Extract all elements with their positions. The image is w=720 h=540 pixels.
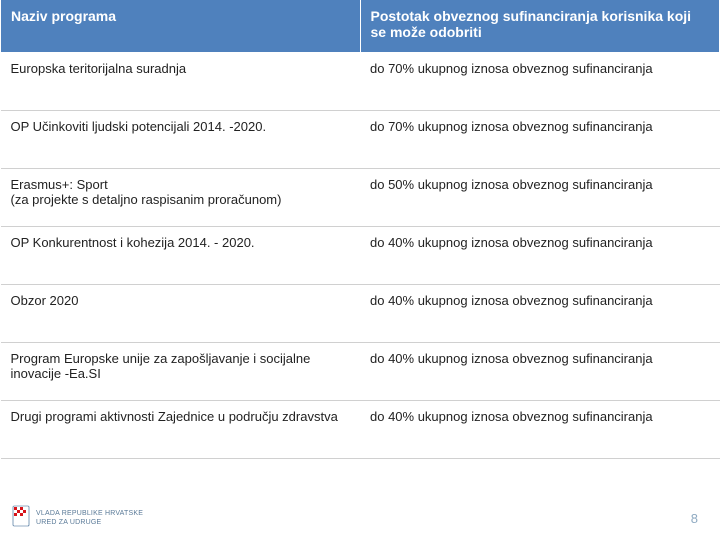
footer-logo: VLADA REPUBLIKE HRVATSKEURED ZA UDRUGE	[12, 505, 143, 532]
table-header-row: Naziv programa Postotak obveznog sufinan…	[1, 0, 720, 52]
funding-table: Naziv programa Postotak obveznog sufinan…	[0, 0, 720, 459]
cell-program: Erasmus+: Sport(za projekte s detaljno r…	[1, 168, 361, 226]
cell-program: Obzor 2020	[1, 284, 361, 342]
cell-percent: do 40% ukupnog iznosa obveznog sufinanci…	[360, 284, 720, 342]
table-body: Europska teritorijalna suradnja do 70% u…	[1, 52, 720, 458]
cell-program: OP Učinkoviti ljudski potencijali 2014. …	[1, 110, 361, 168]
cell-percent: do 50% ukupnog iznosa obveznog sufinanci…	[360, 168, 720, 226]
cell-percent: do 40% ukupnog iznosa obveznog sufinanci…	[360, 342, 720, 400]
shield-icon	[12, 505, 30, 532]
table-row: Program Europske unije za zapošljavanje …	[1, 342, 720, 400]
cell-program: Europska teritorijalna suradnja	[1, 52, 361, 110]
footer: VLADA REPUBLIKE HRVATSKEURED ZA UDRUGE 8	[12, 505, 708, 532]
header-percent: Postotak obveznog sufinanciranja korisni…	[360, 0, 720, 52]
header-program: Naziv programa	[1, 0, 361, 52]
footer-logo-text: VLADA REPUBLIKE HRVATSKEURED ZA UDRUGE	[36, 510, 143, 526]
table-row: OP Učinkoviti ljudski potencijali 2014. …	[1, 110, 720, 168]
cell-percent: do 70% ukupnog iznosa obveznog sufinanci…	[360, 52, 720, 110]
table-row: Obzor 2020 do 40% ukupnog iznosa obvezno…	[1, 284, 720, 342]
table-row: Drugi programi aktivnosti Zajednice u po…	[1, 400, 720, 458]
table-row: Europska teritorijalna suradnja do 70% u…	[1, 52, 720, 110]
cell-percent: do 40% ukupnog iznosa obveznog sufinanci…	[360, 400, 720, 458]
cell-program: Program Europske unije za zapošljavanje …	[1, 342, 361, 400]
cell-program: OP Konkurentnost i kohezija 2014. - 2020…	[1, 226, 361, 284]
page-number: 8	[691, 511, 708, 526]
cell-percent: do 40% ukupnog iznosa obveznog sufinanci…	[360, 226, 720, 284]
cell-program: Drugi programi aktivnosti Zajednice u po…	[1, 400, 361, 458]
table-row: Erasmus+: Sport(za projekte s detaljno r…	[1, 168, 720, 226]
table-row: OP Konkurentnost i kohezija 2014. - 2020…	[1, 226, 720, 284]
cell-percent: do 70% ukupnog iznosa obveznog sufinanci…	[360, 110, 720, 168]
